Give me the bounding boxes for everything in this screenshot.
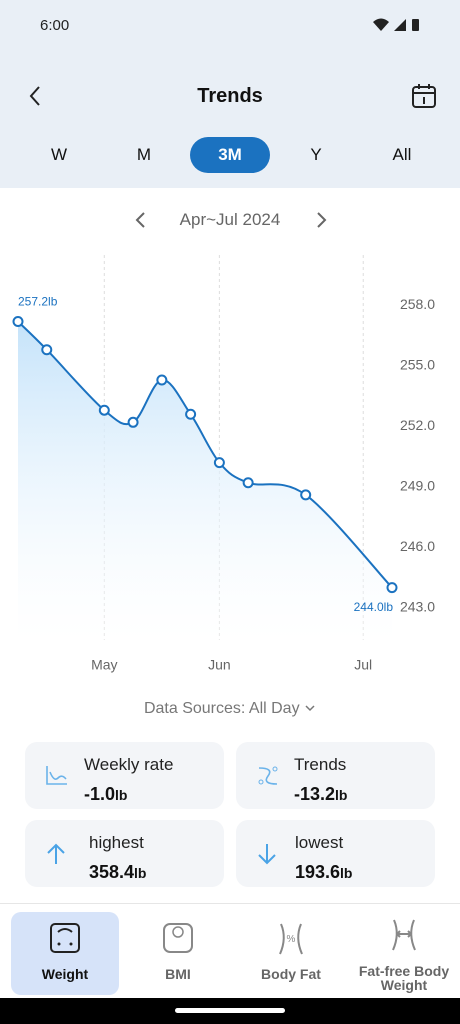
prev-period[interactable] xyxy=(132,210,150,230)
nav-item[interactable]: BMI xyxy=(124,912,232,995)
fatfree-icon xyxy=(392,919,416,951)
nav-label: BMI xyxy=(165,966,191,982)
up-icon xyxy=(47,843,65,864)
nav-item[interactable]: % Body Fat xyxy=(237,912,345,995)
scale-icon xyxy=(50,923,80,953)
point xyxy=(127,416,139,428)
point xyxy=(300,489,312,501)
y-tick-label: 255.0 xyxy=(400,357,435,373)
bmi-icon xyxy=(163,923,193,953)
y-tick-label: 258.0 xyxy=(400,296,435,312)
stat-value: -1.0lb xyxy=(84,784,127,805)
unit: lb xyxy=(335,787,348,803)
stat-card: lowest 193.6lb xyxy=(236,820,435,887)
stat-value: 358.4lb xyxy=(89,862,147,883)
value: 358.4 xyxy=(89,862,135,882)
y-tick-label: 249.0 xyxy=(400,478,435,494)
tab[interactable]: M xyxy=(136,145,152,164)
next-period[interactable] xyxy=(312,210,330,230)
stat-card: highest 358.4lb xyxy=(25,820,224,887)
unit: lb xyxy=(340,865,353,881)
chart: 243.0 246.0 249.0 252.0 255.0 258.0 May Jun Jul 2… xyxy=(12,255,435,673)
svg-text:%: % xyxy=(287,934,296,945)
point xyxy=(12,316,24,328)
x-tick-label: May xyxy=(91,657,117,673)
area xyxy=(18,321,392,640)
point xyxy=(213,457,225,469)
tab[interactable]: W xyxy=(50,145,68,164)
tab[interactable]: All xyxy=(392,145,412,164)
value-label: 257.2lb xyxy=(18,295,58,309)
x-tick-label: Jul xyxy=(354,657,372,673)
stat-value: 193.6lb xyxy=(295,862,353,883)
nav-item[interactable]: Weight xyxy=(11,912,119,995)
gesture-bar xyxy=(0,998,460,1024)
point xyxy=(185,408,197,420)
x-tick-label: Jun xyxy=(208,657,231,673)
line xyxy=(17,320,393,589)
page-title: Trends xyxy=(197,85,263,107)
point xyxy=(386,582,398,594)
stat-label: highest xyxy=(89,833,144,852)
trend-icon xyxy=(258,766,278,785)
stat-label: lowest xyxy=(295,833,344,852)
header-area: 6:00 Trends W M 3M Y All xyxy=(0,0,460,188)
tab[interactable]: Y xyxy=(310,145,322,164)
bodyfat-icon: % xyxy=(279,923,303,955)
status-icons xyxy=(373,18,419,31)
rate-icon xyxy=(46,766,67,785)
back-button[interactable] xyxy=(24,84,48,108)
point xyxy=(156,374,168,386)
value-label: 244.0lb xyxy=(354,600,394,614)
data-sources[interactable]: Data Sources: All Day xyxy=(0,700,460,718)
point xyxy=(98,404,110,416)
stat-label: Trends xyxy=(294,755,347,774)
unit: lb xyxy=(134,865,147,881)
bottom-nav: Weight BMI % Body Fat Fat-free Body Weig… xyxy=(0,903,460,999)
value: 193.6 xyxy=(295,862,341,882)
status-time: 6:00 xyxy=(40,17,70,34)
tab[interactable]: 3M xyxy=(190,137,270,173)
dropdown-icon xyxy=(305,705,315,712)
nav-item[interactable]: Fat-free Body Weight xyxy=(350,912,458,995)
y-tick-label: 252.0 xyxy=(400,417,435,433)
stat-card: Trends -13.2lb xyxy=(236,742,435,809)
nav-label: Body Fat xyxy=(261,966,321,982)
unit: lb xyxy=(115,787,128,803)
point xyxy=(242,477,254,489)
data-sources-label: Data Sources: All Day xyxy=(143,700,300,717)
stat-value: -13.2lb xyxy=(294,784,347,805)
period-label: Apr~Jul 2024 xyxy=(179,210,281,229)
y-tick-label: 246.0 xyxy=(400,538,435,554)
value: -1.0 xyxy=(84,784,116,804)
home-handle xyxy=(175,1008,285,1013)
down-icon xyxy=(258,844,276,865)
stat-card: Weekly rate -1.0lb xyxy=(25,742,224,809)
y-tick-label: 243.0 xyxy=(400,598,435,614)
stat-label: Weekly rate xyxy=(84,755,174,774)
point xyxy=(41,344,53,356)
value: -13.2 xyxy=(294,784,336,804)
calendar-button[interactable] xyxy=(410,82,438,110)
nav-label: Fat-free Body Weight xyxy=(358,963,450,993)
nav-label: Weight xyxy=(41,966,89,982)
